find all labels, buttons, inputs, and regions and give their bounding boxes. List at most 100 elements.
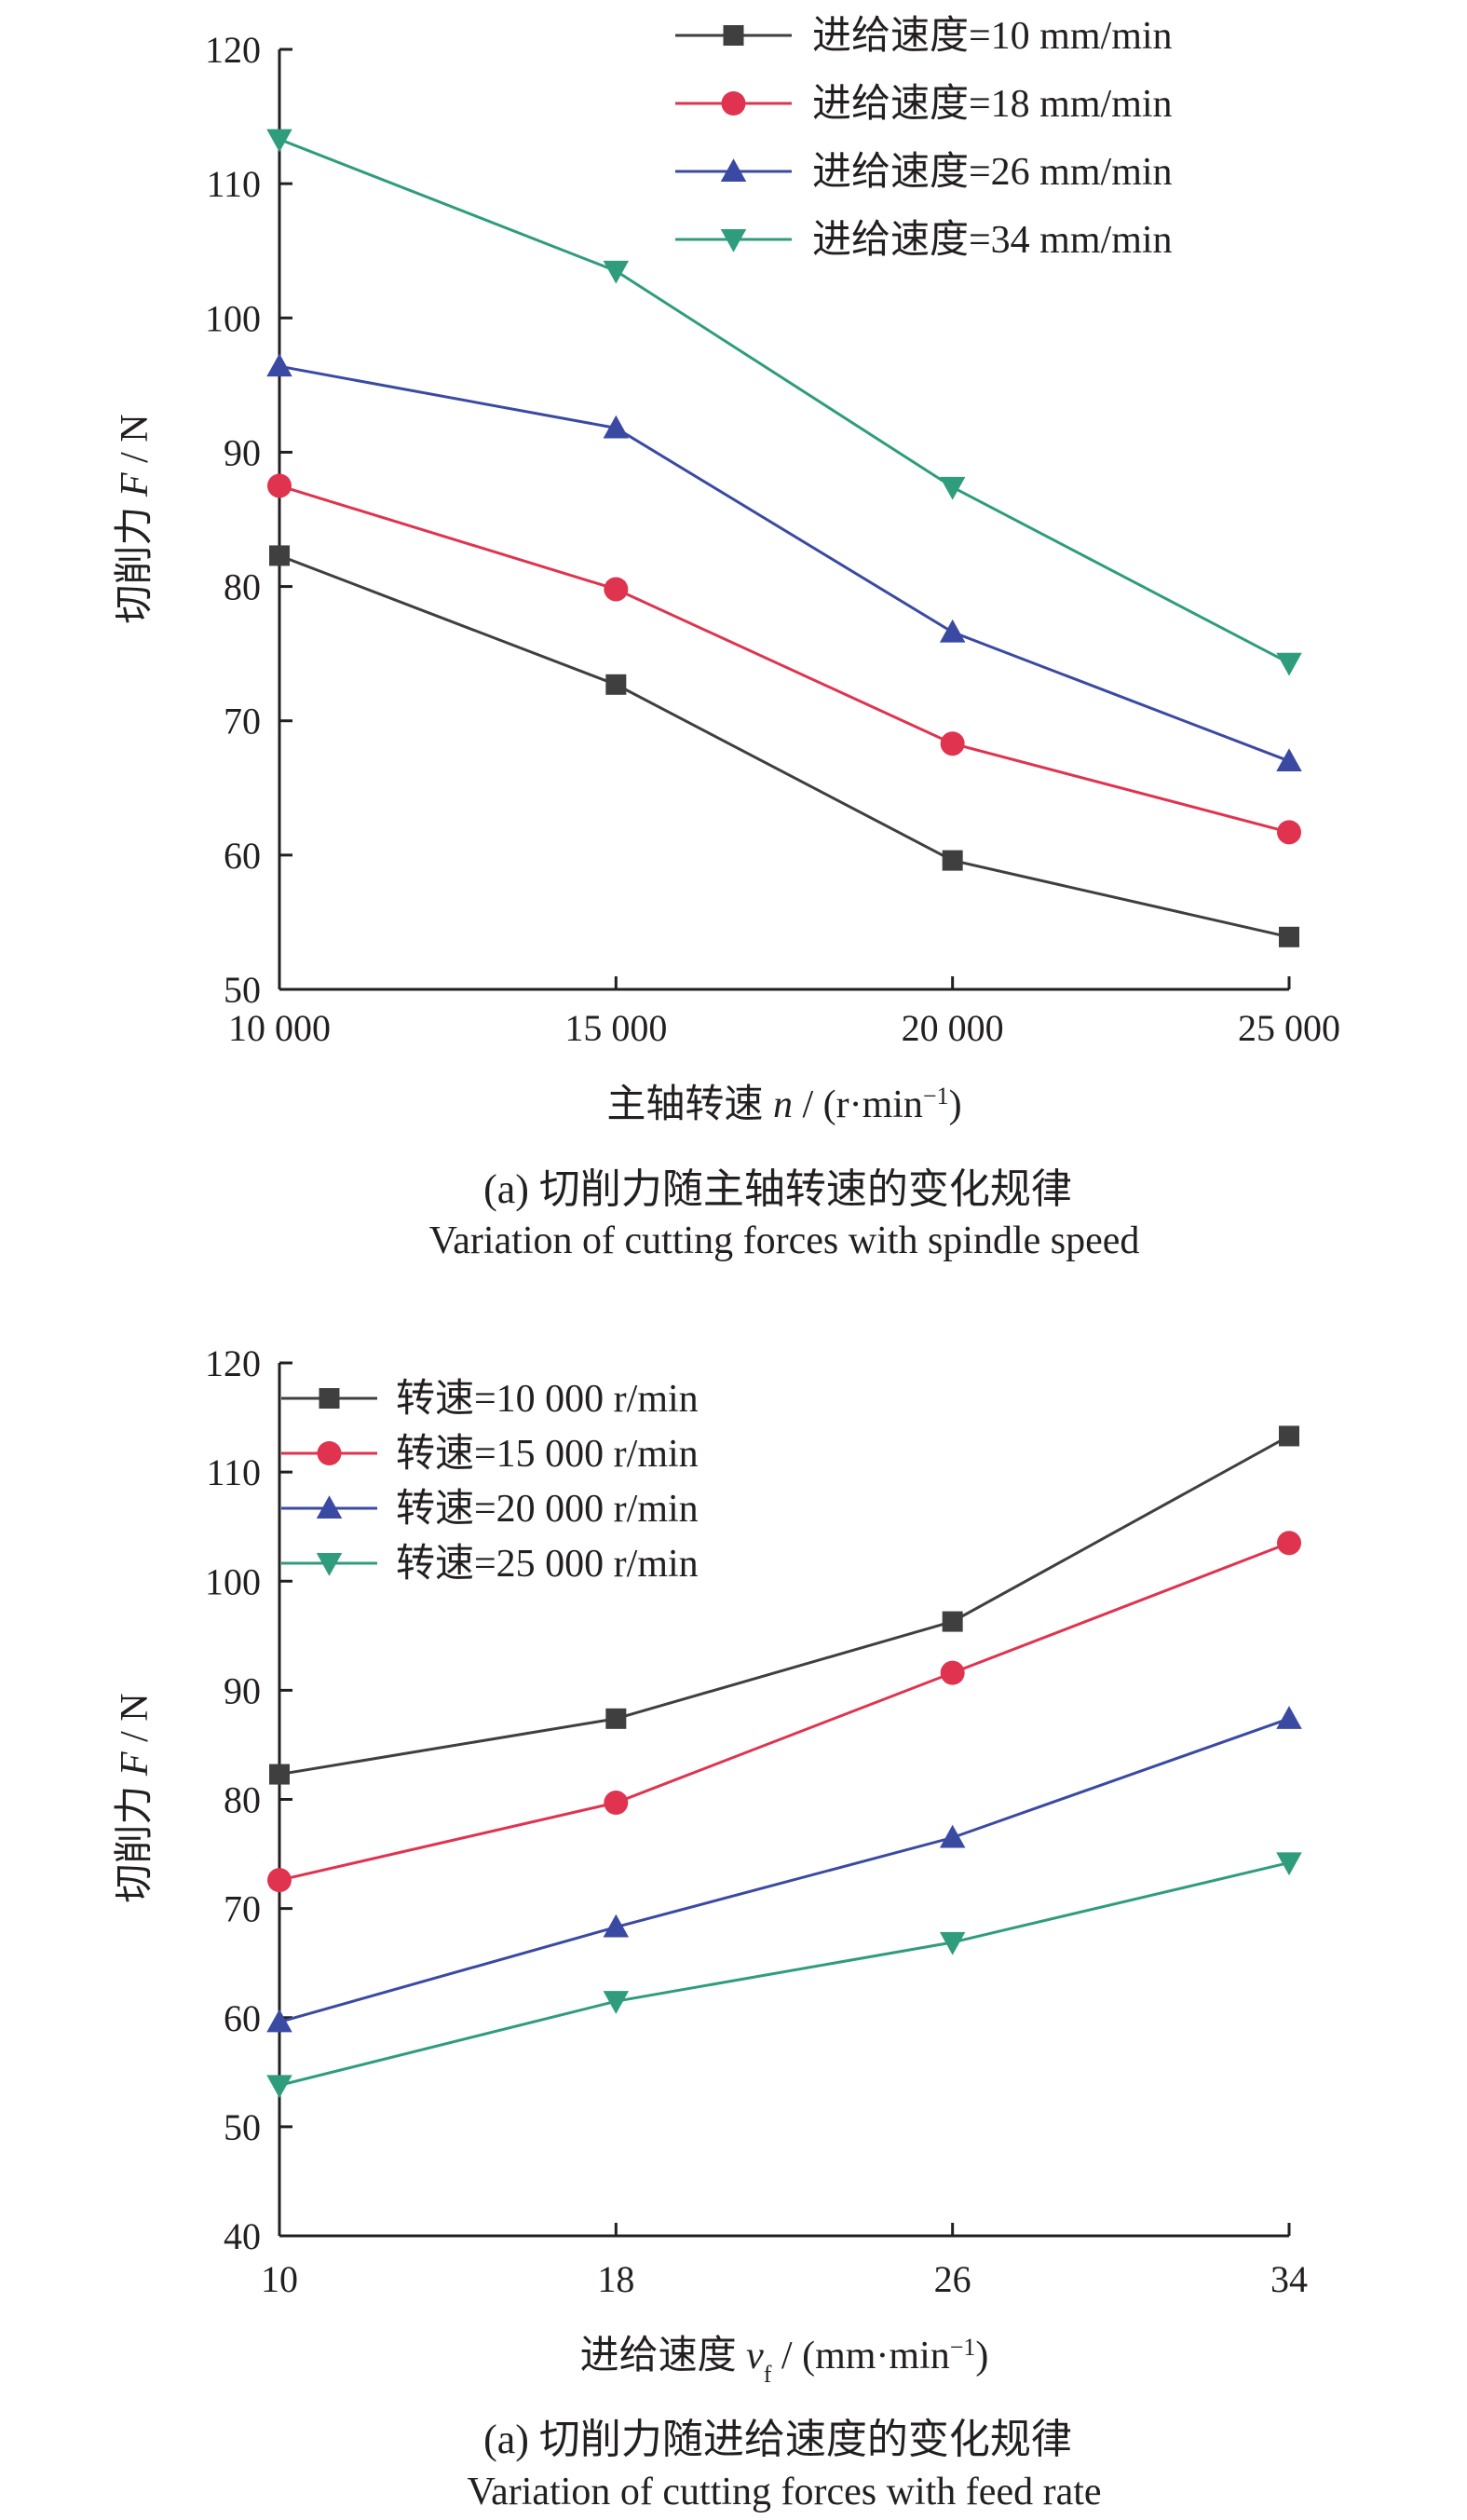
- series-2: [267, 1531, 1301, 1893]
- series-1: [269, 545, 1299, 947]
- axes: [278, 49, 1289, 991]
- series-3: [266, 1706, 1302, 2033]
- series-layer: [266, 129, 1302, 947]
- series-line: [278, 1435, 1290, 1777]
- legend-marker: [720, 158, 747, 182]
- x-tick-label: 15 000: [564, 1007, 667, 1049]
- legend-item: 进给速度=10 mm/min: [675, 15, 1173, 58]
- legend-label: 进给速度=10 mm/min: [812, 15, 1173, 58]
- data-point: [269, 1764, 290, 1785]
- data-point: [1276, 652, 1302, 676]
- legend-item: 转速=20 000 r/min: [281, 1488, 699, 1531]
- legend-label: 进给速度=34 mm/min: [812, 219, 1173, 262]
- legend-marker: [720, 229, 747, 252]
- caption-cn: (a) 切削力随进给速度的变化规律: [483, 2417, 1072, 2462]
- data-point: [605, 1708, 627, 1729]
- data-point: [1279, 926, 1299, 947]
- series-4: [266, 129, 1302, 676]
- series-layer: [266, 1425, 1302, 2099]
- y-tick-label: 40: [224, 2215, 261, 2257]
- legend-item: 进给速度=18 mm/min: [675, 83, 1173, 126]
- x-tick-label: 20 000: [902, 1007, 1004, 1049]
- y-tick-label: 70: [224, 1888, 261, 1930]
- data-point: [1276, 1852, 1302, 1876]
- data-point: [266, 129, 292, 153]
- y-tick-label: 90: [224, 1669, 261, 1711]
- data-point: [1279, 1425, 1299, 1447]
- ticks: 40 50 60 70 80 90 100 110 120 10 18 26 34: [205, 1342, 1308, 2300]
- data-point: [1276, 748, 1302, 771]
- data-point: [267, 1868, 292, 1893]
- data-point: [266, 2009, 292, 2033]
- data-point: [1277, 820, 1301, 845]
- legend-marker: [723, 25, 744, 46]
- data-point: [939, 619, 966, 643]
- data-point: [939, 476, 966, 500]
- x-tick-label: 25 000: [1238, 1007, 1340, 1049]
- legend-label: 进给速度=26 mm/min: [812, 151, 1173, 194]
- series-line: [278, 1717, 1290, 2023]
- y-tick-label: 70: [224, 701, 261, 742]
- data-point: [942, 850, 963, 871]
- legend-item: 转速=15 000 r/min: [281, 1433, 699, 1476]
- legend-label: 转速=15 000 r/min: [396, 1433, 699, 1476]
- data-point: [1276, 1706, 1302, 1729]
- y-tick-label: 50: [224, 2106, 261, 2148]
- data-point: [603, 415, 630, 439]
- series-line: [278, 138, 1290, 665]
- x-tick-label: 18: [597, 2258, 634, 2300]
- data-point: [604, 577, 629, 602]
- series-line: [278, 484, 1290, 834]
- y-tick-label: 100: [205, 1560, 261, 1602]
- data-point: [1277, 1531, 1301, 1556]
- legend-marker: [317, 1441, 342, 1465]
- data-point: [605, 674, 627, 695]
- x-axis-title: 主轴转速 n / (r·min−1): [606, 1083, 961, 1127]
- x-tick-label: 10 000: [228, 1007, 331, 1049]
- data-point: [604, 1791, 629, 1816]
- y-tick-label: 120: [205, 29, 261, 71]
- data-point: [266, 353, 292, 377]
- legend: 进给速度=10 mm/min 进给速度=18 mm/min 进给速度=26 mm/m…: [675, 15, 1173, 262]
- y-tick-label: 110: [206, 163, 261, 205]
- series-line: [278, 1860, 1290, 2087]
- x-axis-variable: n: [773, 1083, 793, 1126]
- x-axis-title: 进给速度 vf / (mm·min−1): [580, 2334, 989, 2388]
- data-point: [942, 1611, 963, 1632]
- y-axis-title: 切削力 F / N: [114, 1693, 156, 1902]
- series-line: [278, 1541, 1290, 1882]
- legend: 转速=10 000 r/min 转速=15 000 r/min 转速=20 000 …: [281, 1378, 699, 1586]
- data-point: [939, 1824, 966, 1848]
- legend-marker: [316, 1553, 343, 1576]
- data-point: [603, 260, 630, 284]
- y-tick-label: 120: [205, 1342, 261, 1384]
- legend-label: 进给速度=18 mm/min: [812, 83, 1173, 126]
- legend-item: 进给速度=26 mm/min: [675, 151, 1173, 194]
- legend-label: 转速=25 000 r/min: [396, 1543, 699, 1586]
- x-axis-variable: v: [746, 2335, 764, 2377]
- legend-label: 转速=10 000 r/min: [396, 1378, 699, 1421]
- series-3: [266, 353, 1302, 771]
- y-tick-label: 110: [206, 1451, 261, 1493]
- data-point: [940, 731, 965, 756]
- x-tick-label: 26: [934, 2258, 971, 2300]
- y-tick-label: 100: [205, 297, 261, 339]
- series-line: [278, 364, 1290, 763]
- legend-item: 转速=10 000 r/min: [281, 1378, 699, 1421]
- y-tick-label: 90: [224, 431, 261, 473]
- y-tick-label: 80: [224, 566, 261, 608]
- legend-marker: [721, 91, 746, 116]
- legend-label: 转速=20 000 r/min: [396, 1488, 699, 1531]
- legend-marker: [316, 1495, 343, 1519]
- chart-feed-rate: 40 50 60 70 80 90 100 110 120 10 18 26 34 转速=10 000 …: [114, 1342, 1308, 2513]
- y-axis-title: 切削力 F / N: [114, 414, 156, 623]
- series-1: [269, 1425, 1299, 1785]
- data-point: [266, 2075, 292, 2099]
- series-4: [266, 1852, 1302, 2099]
- data-point: [939, 1931, 966, 1955]
- series-2: [267, 473, 1301, 845]
- x-tick-label: 10: [261, 2258, 298, 2300]
- series-line: [278, 554, 1290, 939]
- legend-item: 进给速度=34 mm/min: [675, 219, 1173, 262]
